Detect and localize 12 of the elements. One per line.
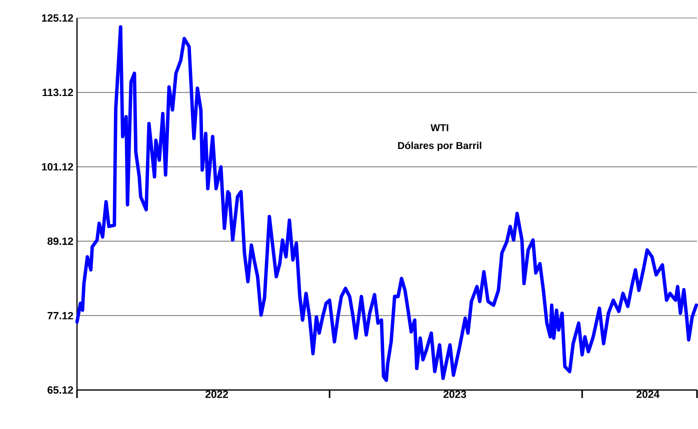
y-tick-label: 113.12 bbox=[42, 88, 74, 96]
y-tick-label: 65.12 bbox=[48, 386, 74, 394]
x-tick-label: 2024 bbox=[636, 390, 660, 398]
x-tick-label: 2022 bbox=[205, 390, 228, 398]
y-tick-label: 77.12 bbox=[48, 312, 74, 320]
x-tick-label: 2023 bbox=[444, 390, 466, 398]
y-tick-label: 125.12 bbox=[42, 14, 74, 22]
y-tick-label: 101.12 bbox=[42, 163, 74, 171]
text: WTI bbox=[430, 124, 448, 132]
y-tick-label: 89.12 bbox=[48, 237, 74, 245]
line-series bbox=[75, 25, 698, 382]
text: Dólares por Barril bbox=[398, 142, 482, 152]
